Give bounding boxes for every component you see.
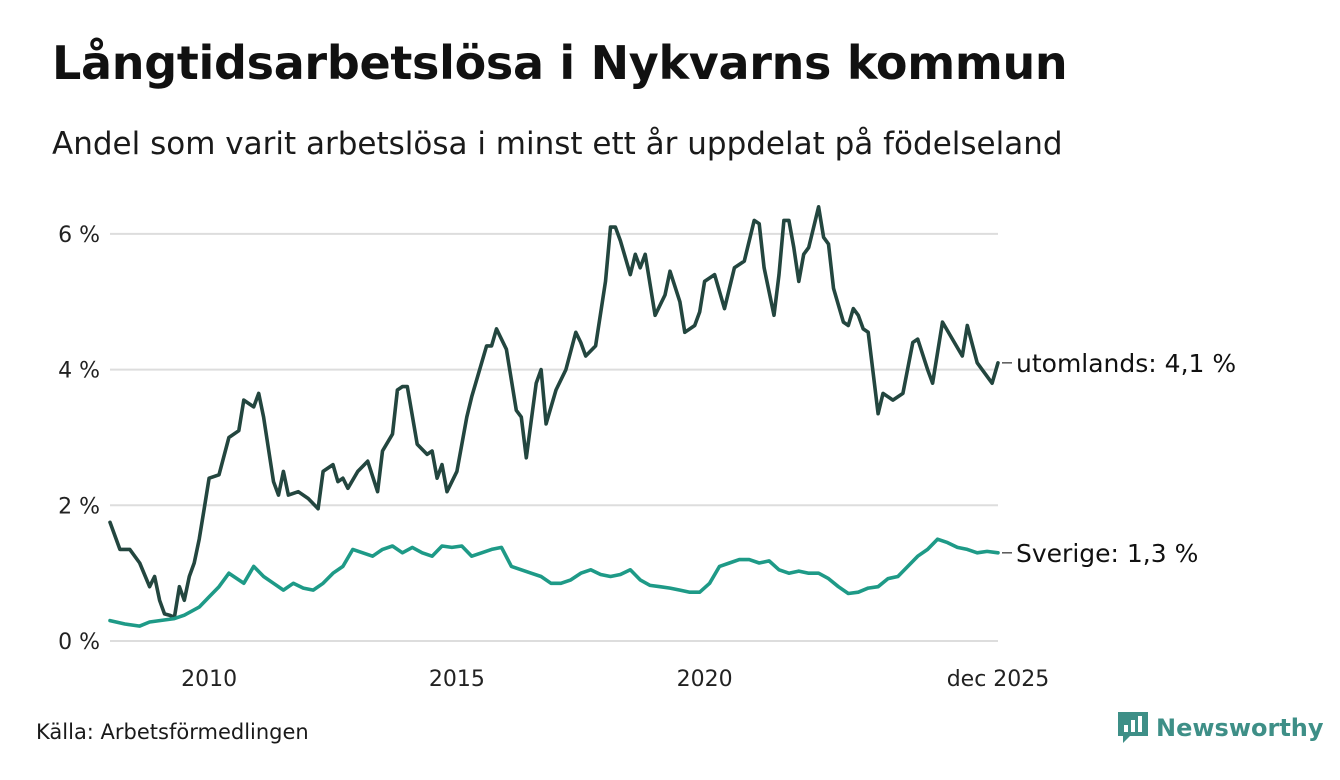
page-subtitle: Andel som varit arbetslösa i minst ett å… bbox=[52, 126, 1063, 162]
newsworthy-logo-icon bbox=[1118, 712, 1148, 743]
end-label-utomlands: utomlands: 4,1 % bbox=[1016, 349, 1236, 378]
grid-layer bbox=[110, 232, 998, 642]
end-label-sverige: Sverige: 1,3 % bbox=[1016, 539, 1198, 568]
x-tick-label: 2015 bbox=[429, 667, 485, 692]
x-tick-label: 2010 bbox=[181, 667, 237, 692]
source-note: Källa: Arbetsförmedlingen bbox=[36, 720, 309, 744]
x-tick-label: dec 2025 bbox=[947, 667, 1050, 692]
series-layer bbox=[108, 205, 1000, 628]
page-title: Långtidsarbetslösa i Nykvarns kommun bbox=[52, 36, 1068, 90]
y-tick-label: 2 % bbox=[58, 494, 100, 519]
line-chart: 0 % 2 % 4 % 6 % 2010 2015 2020 dec 2025 utomla… bbox=[58, 205, 1236, 692]
y-tick-label: 0 % bbox=[58, 630, 100, 655]
y-tick-label: 6 % bbox=[58, 223, 100, 248]
y-tick-label: 4 % bbox=[58, 359, 100, 384]
brand-logo: Newsworthy bbox=[1118, 712, 1324, 744]
y-axis: 0 % 2 % 4 % 6 % bbox=[58, 223, 100, 655]
brand-name: Newsworthy bbox=[1156, 714, 1324, 742]
x-axis: 2010 2015 2020 dec 2025 bbox=[181, 667, 1049, 692]
series-line-utomlands bbox=[108, 205, 1000, 620]
series-line-sverige bbox=[108, 537, 1000, 628]
end-labels: utomlands: 4,1 % Sverige: 1,3 % bbox=[1002, 349, 1236, 568]
x-tick-label: 2020 bbox=[677, 667, 733, 692]
